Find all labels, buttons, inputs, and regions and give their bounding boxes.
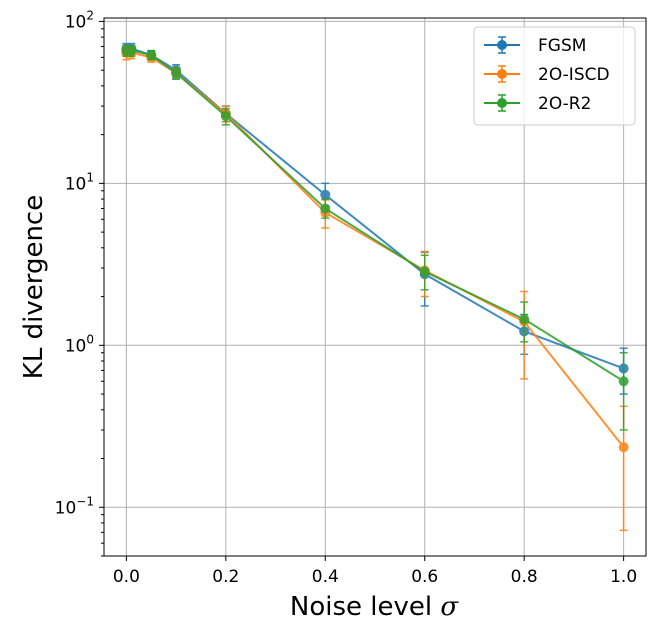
y-tick-label: 100	[65, 332, 94, 356]
legend-label: FGSM	[538, 36, 586, 56]
data-point	[419, 266, 430, 277]
series-2o-r2	[121, 44, 629, 431]
x-tick-label: 0.6	[411, 567, 438, 587]
x-tick-label: 0.8	[511, 567, 538, 587]
x-axis-label: Noise level	[290, 592, 432, 622]
x-tick-label: 1.0	[610, 567, 637, 587]
legend-item-fgsm: FGSM	[484, 36, 586, 56]
legend-item-2o-r2: 2O-R2	[484, 94, 591, 114]
legend: FGSM 2O-ISCD 2O-R2	[473, 26, 636, 126]
y-tick-label: 101	[65, 170, 94, 194]
plot-frame	[103, 17, 647, 557]
legend-box	[473, 26, 636, 126]
series-layer	[121, 42, 629, 532]
legend-item-2o-iscd: 2O-ISCD	[484, 65, 610, 85]
data-point	[220, 111, 231, 122]
x-axis-title: Noise level σ	[290, 592, 459, 622]
data-point	[618, 442, 629, 453]
y-axis-title: KL divergence	[19, 195, 49, 379]
y-tick-label: 10−1	[55, 494, 94, 518]
x-axis-sigma: σ	[440, 592, 459, 622]
data-point	[618, 376, 629, 387]
legend-marker	[497, 69, 507, 79]
data-point	[126, 45, 137, 56]
y-tick-label: 102	[65, 8, 94, 32]
data-point	[171, 68, 182, 79]
data-point	[519, 314, 530, 325]
legend-label: 2O-ISCD	[538, 65, 610, 85]
data-point	[146, 50, 157, 61]
legend-marker	[497, 40, 507, 50]
data-point	[320, 203, 331, 214]
legend-marker	[497, 98, 507, 108]
x-tick-label: 0.0	[113, 567, 140, 587]
data-point	[320, 189, 331, 200]
x-tick-label: 0.2	[212, 567, 239, 587]
legend-label: 2O-R2	[538, 94, 591, 114]
axis-ticks: 0.0 0.2 0.4 0.6 0.8 1.0 10−1 100 101 102	[55, 8, 637, 587]
x-tick-label: 0.4	[312, 567, 339, 587]
